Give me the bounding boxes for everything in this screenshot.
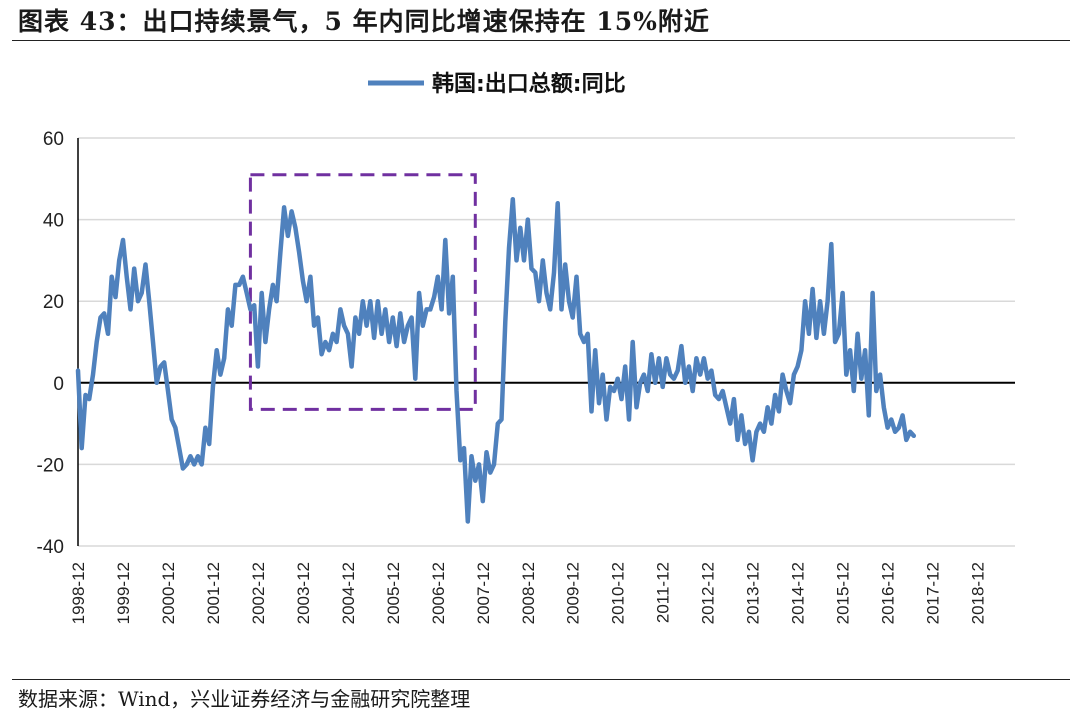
x-tick-label: 2013-12 — [744, 562, 763, 624]
x-tick-label: 2002-12 — [249, 562, 268, 624]
x-axis-ticks: 1998-12 1999-12 2000-12 2001-12 2002-12 2003-… — [69, 562, 988, 624]
x-tick-label: 2014-12 — [789, 562, 808, 624]
y-tick-label: 20 — [43, 292, 64, 313]
x-tick-label: 2009-12 — [564, 562, 583, 624]
x-tick-label: 2018-12 — [969, 562, 988, 624]
source-divider — [12, 679, 1070, 680]
x-tick-label: 2015-12 — [834, 562, 853, 624]
axes — [77, 138, 1015, 546]
x-tick-label: 2012-12 — [699, 562, 718, 624]
legend-label: 韩国:出口总额:同比 — [432, 71, 626, 97]
x-tick-label: 2003-12 — [294, 562, 313, 624]
x-tick-label: 2006-12 — [429, 562, 448, 624]
series-line-korea-export-yoy — [75, 196, 917, 524]
y-tick-label: 60 — [43, 129, 64, 150]
x-tick-label: 2007-12 — [474, 562, 493, 624]
highlight-box — [248, 173, 477, 411]
y-tick-label: -20 — [37, 455, 64, 476]
x-tick-label: 2017-12 — [924, 562, 943, 624]
y-tick-label: -40 — [37, 537, 64, 558]
y-tick-label: 40 — [43, 211, 64, 232]
y-axis-ticks: -40 -20 0 20 40 60 — [37, 129, 64, 558]
title-divider — [12, 40, 1070, 41]
x-tick-label: 1998-12 — [69, 562, 88, 624]
x-tick-label: 2011-12 — [654, 562, 673, 623]
x-tick-label: 2001-12 — [204, 562, 223, 624]
source-note: 数据来源：Wind，兴业证券经济与金融研究院整理 — [18, 687, 471, 711]
x-tick-label: 2000-12 — [159, 562, 178, 624]
x-tick-label: 2004-12 — [339, 562, 358, 624]
x-tick-label: 2008-12 — [519, 562, 538, 624]
figure-title: 图表 43：出口持续景气，5 年内同比增速保持在 15%附近 — [18, 7, 710, 36]
x-tick-label: 2016-12 — [879, 562, 898, 624]
y-tick-label: 0 — [53, 374, 64, 395]
x-tick-label: 1999-12 — [114, 562, 133, 624]
x-tick-label: 2005-12 — [384, 562, 403, 624]
x-tick-label: 2010-12 — [609, 562, 628, 624]
legend: 韩国:出口总额:同比 — [368, 71, 626, 97]
